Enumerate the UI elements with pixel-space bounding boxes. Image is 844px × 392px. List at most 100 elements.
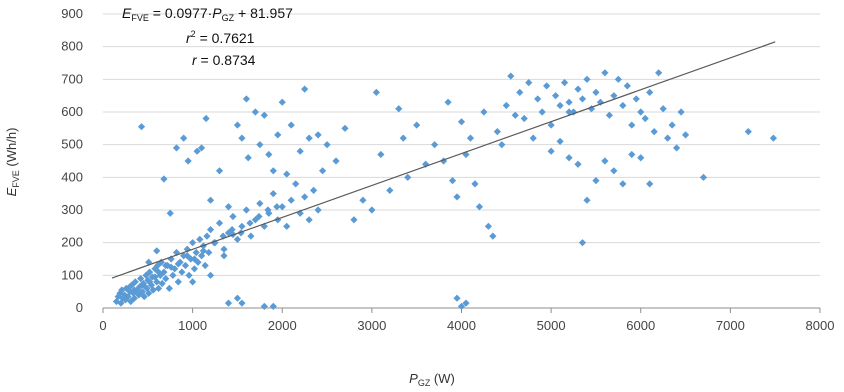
data-point bbox=[274, 131, 282, 139]
data-point bbox=[493, 128, 501, 136]
data-point bbox=[130, 286, 138, 294]
data-point bbox=[143, 284, 151, 292]
x-tick-label: 7000 bbox=[716, 318, 745, 333]
data-point bbox=[228, 226, 236, 234]
data-point bbox=[138, 288, 147, 296]
data-point bbox=[199, 247, 207, 255]
data-point bbox=[205, 248, 213, 257]
data-point bbox=[162, 261, 170, 270]
data-point bbox=[229, 212, 237, 221]
data-point bbox=[197, 144, 206, 152]
data-point bbox=[172, 248, 181, 257]
y-tick-label: 0 bbox=[76, 300, 83, 315]
data-point bbox=[233, 121, 242, 129]
data-point bbox=[119, 294, 127, 302]
data-point bbox=[287, 121, 295, 129]
data-point bbox=[556, 137, 564, 145]
data-point bbox=[637, 108, 645, 116]
data-point bbox=[206, 271, 215, 279]
data-point bbox=[121, 296, 130, 304]
data-point bbox=[507, 72, 515, 80]
x-tick-labels: 0 1000 2000 3000 4000 5000 6000 7000 8000 bbox=[99, 318, 834, 333]
data-point bbox=[181, 261, 190, 270]
data-point bbox=[341, 124, 349, 132]
data-point bbox=[744, 128, 752, 136]
data-point bbox=[220, 252, 228, 260]
data-point bbox=[124, 292, 132, 301]
data-point bbox=[156, 271, 164, 279]
data-point bbox=[516, 88, 524, 96]
data-point bbox=[310, 186, 318, 194]
data-point bbox=[145, 289, 153, 297]
data-point bbox=[641, 114, 649, 123]
data-point bbox=[386, 186, 394, 194]
data-point bbox=[377, 150, 385, 159]
data-point bbox=[399, 134, 407, 142]
y-tick-label: 100 bbox=[61, 267, 83, 282]
data-point bbox=[255, 212, 263, 221]
data-point bbox=[247, 232, 255, 240]
data-point bbox=[650, 128, 658, 136]
data-point bbox=[114, 292, 122, 301]
data-point bbox=[646, 88, 654, 96]
data-point bbox=[180, 134, 188, 142]
data-point bbox=[269, 167, 277, 175]
data-point bbox=[269, 302, 277, 310]
data-points bbox=[112, 69, 777, 310]
y-tick-label: 900 bbox=[61, 6, 83, 21]
data-point bbox=[117, 299, 125, 307]
data-point bbox=[174, 260, 182, 268]
data-point bbox=[547, 147, 555, 155]
data-point bbox=[323, 141, 331, 149]
data-point bbox=[242, 206, 250, 214]
y-tick-label: 500 bbox=[61, 137, 83, 152]
data-point bbox=[283, 222, 291, 230]
data-point bbox=[574, 160, 582, 168]
x-tick-label: 4000 bbox=[447, 318, 476, 333]
data-point bbox=[233, 294, 242, 302]
data-point bbox=[314, 206, 322, 214]
y-tick-label: 600 bbox=[61, 104, 83, 119]
data-point bbox=[623, 82, 631, 90]
data-point bbox=[126, 283, 134, 291]
data-point bbox=[574, 85, 582, 93]
data-point bbox=[172, 144, 181, 152]
data-point bbox=[359, 196, 367, 204]
data-point bbox=[578, 95, 587, 103]
data-point bbox=[260, 111, 268, 119]
data-point bbox=[605, 111, 613, 119]
r-label: r = 0.8734 bbox=[192, 52, 256, 68]
data-point bbox=[256, 141, 264, 149]
x-tick-label: 6000 bbox=[626, 318, 655, 333]
data-point bbox=[185, 271, 193, 279]
data-point bbox=[260, 222, 268, 230]
data-point bbox=[246, 219, 254, 227]
data-point bbox=[556, 101, 564, 110]
data-point bbox=[189, 239, 197, 247]
data-point bbox=[444, 98, 452, 106]
data-point bbox=[592, 177, 600, 185]
y-tick-label: 700 bbox=[61, 71, 83, 86]
data-point bbox=[769, 134, 777, 142]
data-point bbox=[314, 131, 322, 139]
data-point bbox=[301, 85, 309, 93]
data-point bbox=[146, 278, 154, 286]
data-point bbox=[265, 150, 273, 159]
data-point bbox=[224, 299, 233, 307]
data-point bbox=[192, 248, 200, 257]
data-point bbox=[368, 206, 376, 214]
data-point bbox=[292, 180, 300, 188]
data-point bbox=[628, 121, 636, 129]
data-point bbox=[203, 232, 211, 240]
data-point bbox=[215, 167, 224, 175]
data-point bbox=[431, 141, 439, 149]
x-tick-label: 2000 bbox=[268, 318, 297, 333]
data-point bbox=[677, 108, 685, 116]
data-point bbox=[601, 157, 609, 165]
data-point bbox=[659, 105, 667, 113]
data-point bbox=[457, 302, 466, 310]
data-point bbox=[350, 216, 358, 224]
data-point bbox=[196, 235, 204, 243]
data-point bbox=[565, 154, 573, 162]
y-tick-labels: 0 100 200 300 400 500 600 700 800 900 bbox=[61, 6, 83, 315]
